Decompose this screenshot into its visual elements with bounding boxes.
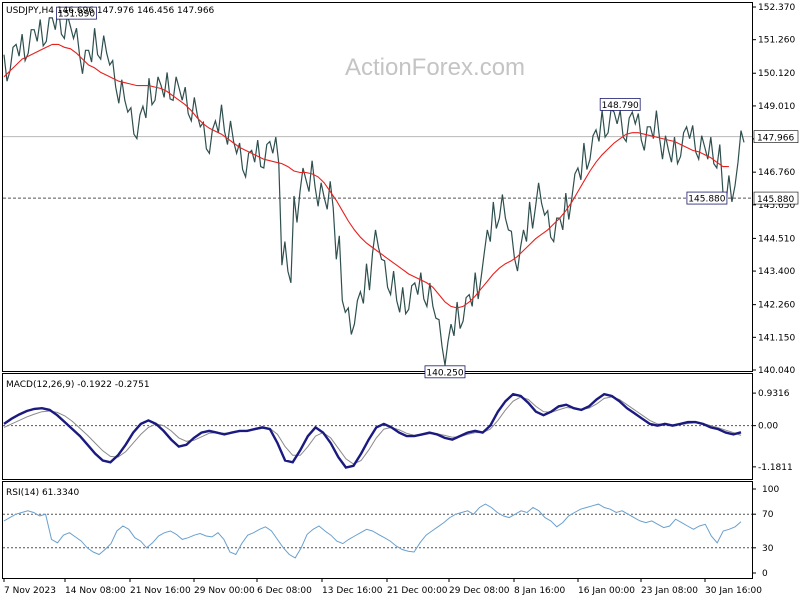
x-tick-label: 16 Jan 00:00 (578, 586, 635, 596)
x-tick-label: 14 Nov 08:00 (65, 586, 126, 596)
rsi-layer: 100 70 30 0 (3, 485, 779, 579)
rsi-ytick-label: 30 (762, 544, 774, 554)
price-ytick-label: 143.400 (758, 267, 795, 277)
rsi-ytick-label: 0 (762, 569, 768, 579)
x-axis: 7 Nov 2023 14 Nov 08:00 21 Nov 16:00 29 Nov… (3, 578, 762, 596)
rsi-panel (2, 481, 753, 579)
x-tick-label: 29 Nov 00:00 (194, 586, 255, 596)
x-tick-label: 7 Nov 2023 (4, 586, 56, 596)
x-tick-label: 29 Dec 08:00 (449, 586, 510, 596)
macd-signal-line (3, 396, 742, 465)
price-ytick-label: 142.260 (758, 301, 795, 311)
price-ytick-label: 144.510 (758, 234, 795, 244)
annotation-label: 148.790 (602, 101, 639, 111)
macd-layer: 0.9316 0.00 -1.1811 (3, 389, 793, 473)
x-tick-label: 13 Dec 16:00 (322, 586, 383, 596)
x-tick-label: 6 Dec 08:00 (257, 586, 312, 596)
macd-header: MACD(12,26,9) -0.1922 -0.2751 (6, 380, 150, 390)
annotation-label: 145.880 (688, 195, 725, 205)
price-ytick-label: 152.370 (758, 3, 795, 13)
x-tick-label: 30 Jan 16:00 (705, 586, 762, 596)
price-ytick-label: 149.010 (758, 102, 795, 112)
watermark: ActionForex.com (345, 54, 525, 81)
level-price-tag (753, 191, 799, 205)
rsi-header: RSI(14) 61.3340 (6, 488, 79, 498)
x-tick-label: 8 Jan 16:00 (514, 586, 566, 596)
rsi-line (3, 503, 742, 559)
macd-panel (2, 373, 753, 480)
macd-ytick-label: 0.00 (758, 422, 778, 432)
price-ytick-label: 141.150 (758, 333, 795, 343)
annotation-box (686, 191, 728, 205)
annotation-box (424, 365, 466, 379)
price-ytick-label: 140.040 (758, 366, 795, 376)
current-price-tag (753, 130, 799, 143)
price-ytick-label: 146.760 (758, 168, 795, 178)
annotation-label: 140.250 (426, 368, 463, 378)
rsi-ytick-label: 70 (762, 510, 774, 520)
price-ytick-label: 145.650 (758, 201, 795, 211)
x-tick-label: 23 Jan 08:00 (641, 586, 698, 596)
price-header: USDJPY,H4 146.696 147.976 146.456 147.96… (6, 6, 215, 16)
price-layer: 152.370151.260150.120149.010147.890146.7… (3, 3, 799, 379)
x-tick-label: 21 Nov 16:00 (130, 586, 191, 596)
price-ytick-label: 151.260 (758, 36, 795, 46)
moving-average-line (3, 43, 729, 309)
price-ytick-label: 150.120 (758, 69, 795, 79)
macd-ytick-label: 0.9316 (758, 389, 790, 399)
annotation-box (599, 97, 641, 111)
price-panel (2, 2, 753, 372)
annotation-label: 151.890 (58, 10, 95, 20)
x-tick-label: 21 Dec 00:00 (387, 586, 448, 596)
current-price-label: 147.966 (757, 134, 794, 144)
rsi-ytick-label: 100 (762, 485, 779, 495)
annotation-box (56, 6, 97, 20)
macd-main-line (3, 392, 742, 469)
price-series-line (3, 7, 745, 366)
macd-ytick-label: -1.1811 (758, 463, 793, 473)
level-price-label: 145.880 (757, 195, 794, 205)
